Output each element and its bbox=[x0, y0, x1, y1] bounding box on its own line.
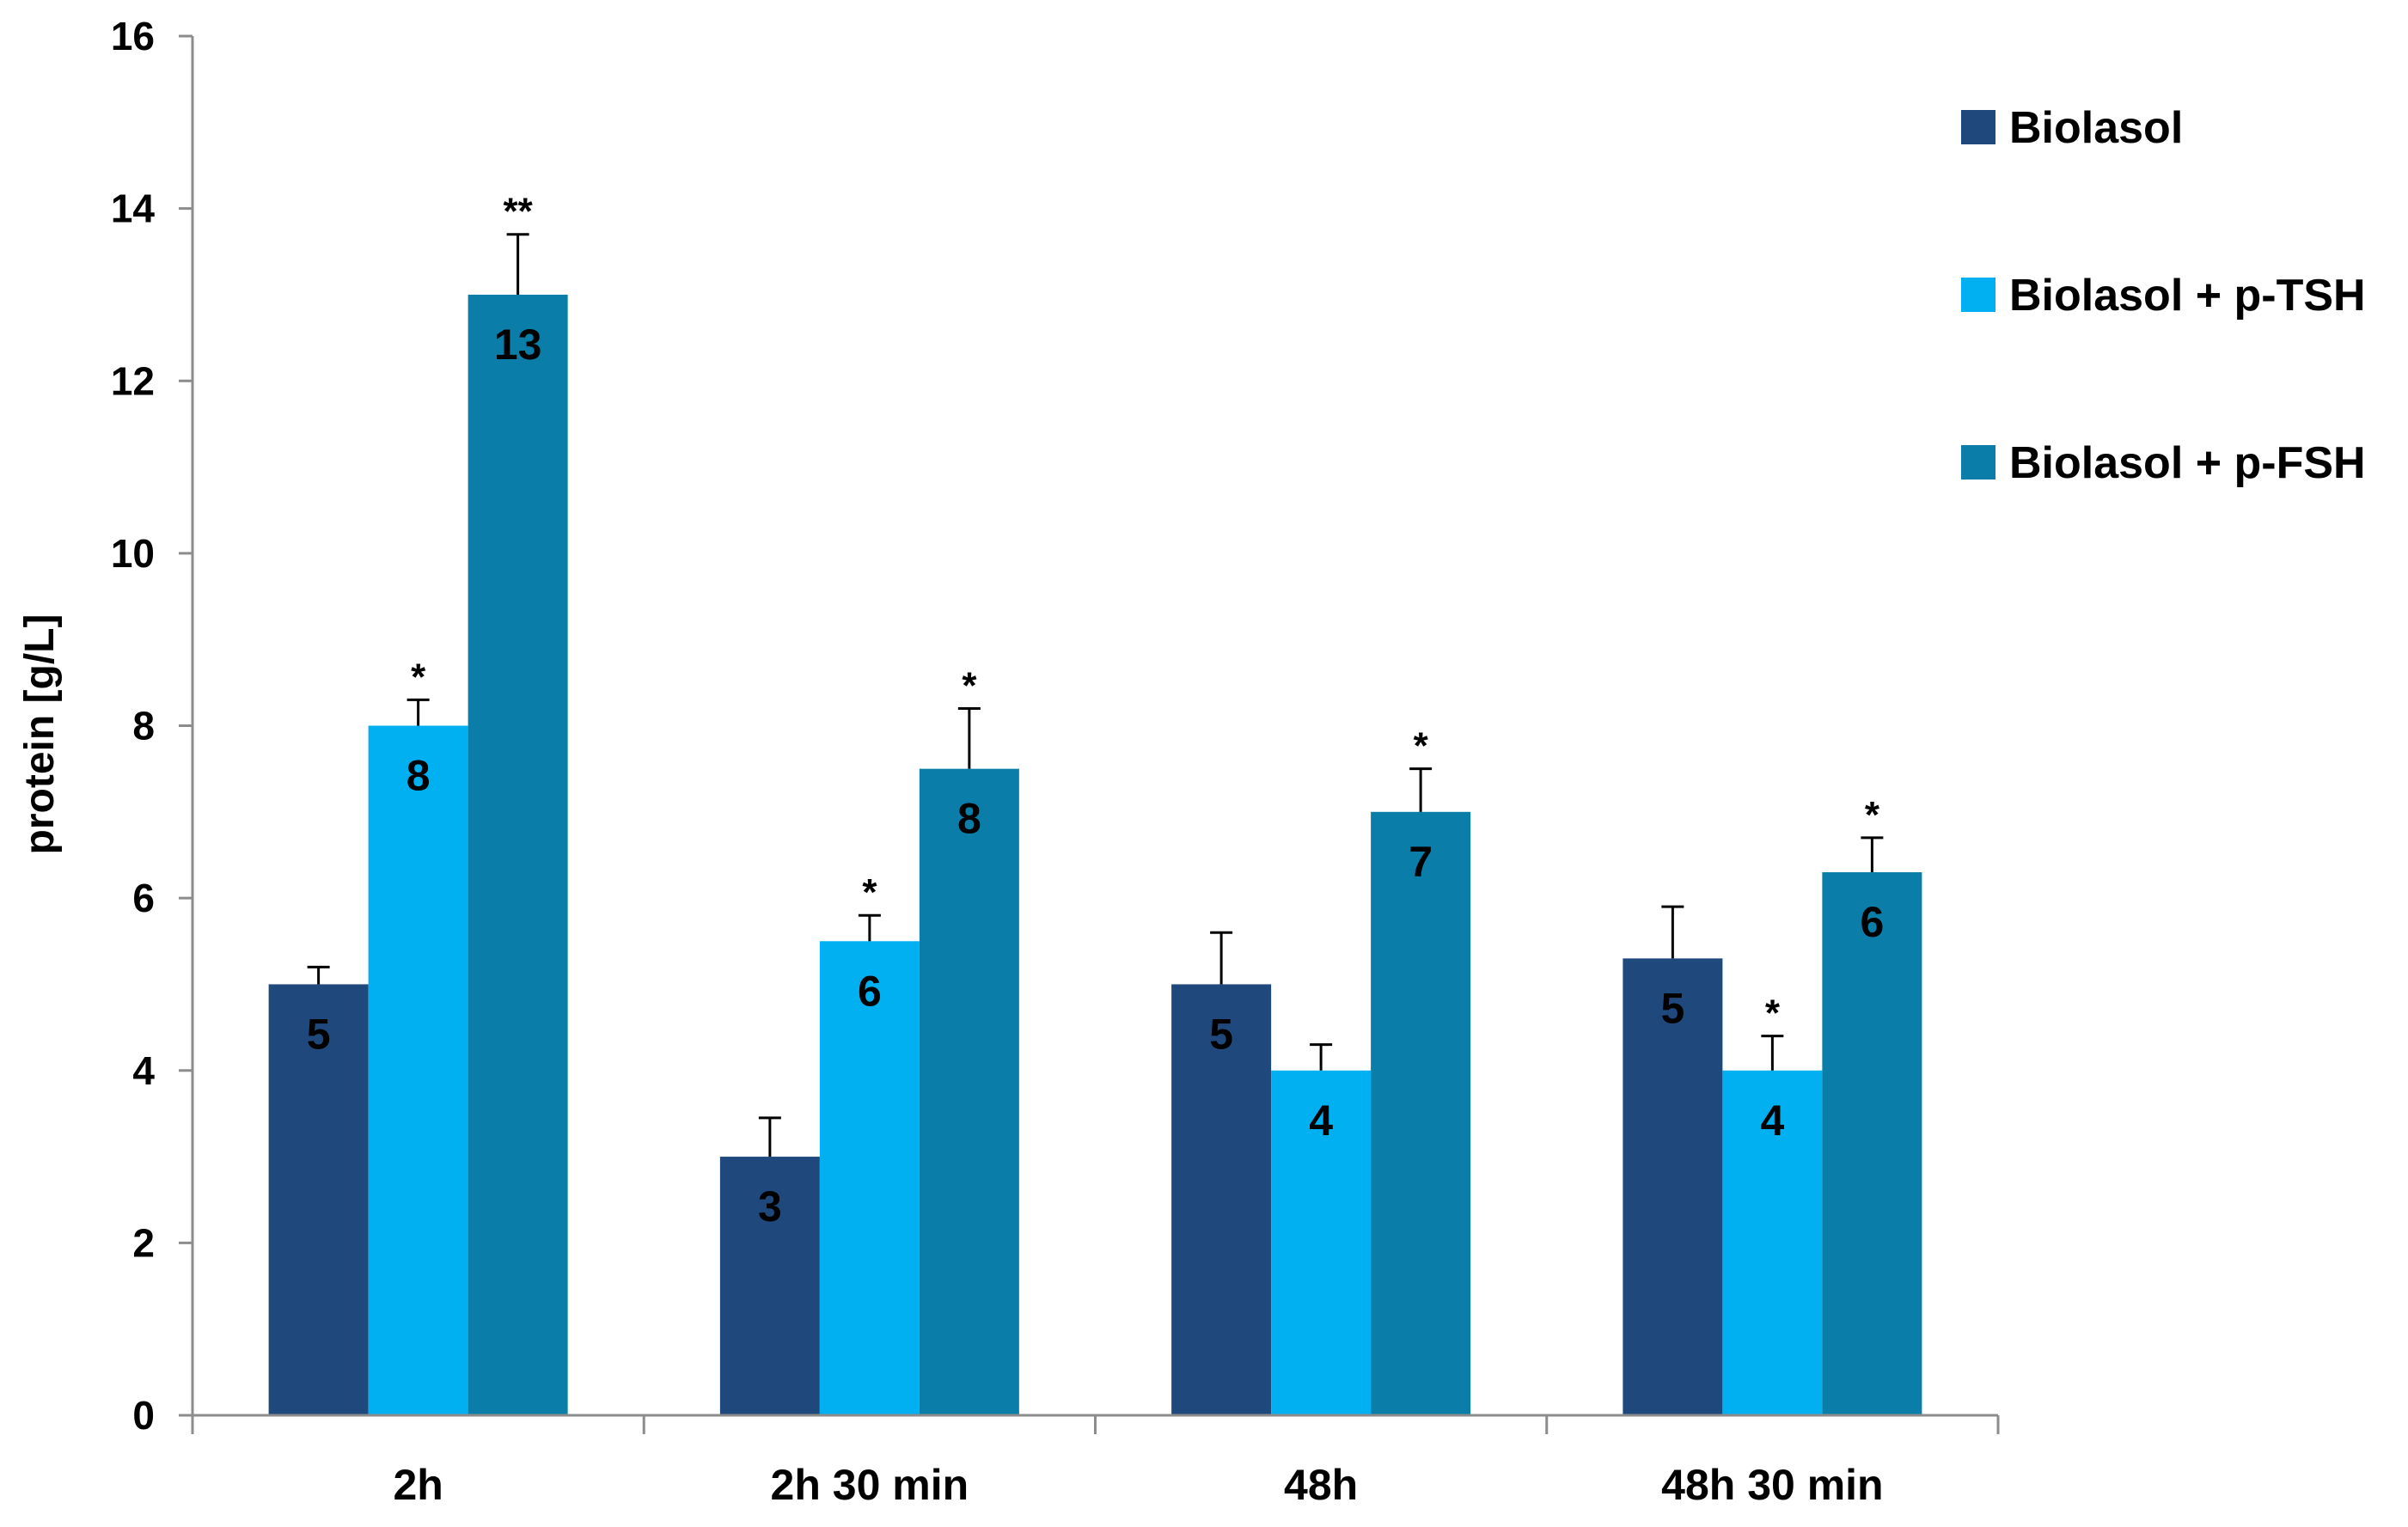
y-tick-label: 10 bbox=[111, 531, 155, 576]
error-bars-layer bbox=[307, 233, 1884, 1157]
bar bbox=[1623, 958, 1723, 1415]
data-label: 6 bbox=[858, 967, 882, 1015]
x-category-label: 48h 30 min bbox=[1661, 1461, 1883, 1509]
y-tick-label: 14 bbox=[111, 186, 156, 231]
significance-marker: * bbox=[1765, 993, 1781, 1035]
y-tick-label: 0 bbox=[132, 1393, 155, 1438]
legend-swatch bbox=[1961, 278, 1995, 312]
legend-label: Biolasol bbox=[2009, 103, 2183, 153]
bar bbox=[1171, 984, 1272, 1415]
bar bbox=[719, 1157, 820, 1415]
data-label: 3 bbox=[758, 1182, 782, 1231]
legend-swatch bbox=[1961, 445, 1995, 479]
y-tick-label: 4 bbox=[132, 1048, 155, 1093]
y-tick-label: 8 bbox=[132, 704, 155, 748]
x-category-label: 48h bbox=[1284, 1461, 1358, 1509]
legend-label: Biolasol + p-TSH bbox=[2009, 271, 2366, 321]
data-label: 8 bbox=[957, 795, 981, 843]
bar bbox=[819, 941, 920, 1415]
significance-marker: * bbox=[962, 664, 977, 706]
legend-label: Biolasol + p-FSH bbox=[2009, 438, 2366, 488]
x-category-label: 2h 30 min bbox=[771, 1461, 969, 1509]
data-label: 8 bbox=[406, 752, 431, 800]
significance-marker: * bbox=[862, 871, 877, 913]
data-label: 5 bbox=[1660, 984, 1684, 1032]
significance-marker: * bbox=[1414, 725, 1429, 767]
y-tick-label: 2 bbox=[132, 1220, 155, 1265]
significance-marker: ** bbox=[504, 191, 534, 233]
bar bbox=[1722, 1070, 1823, 1415]
data-label: 5 bbox=[1209, 1010, 1233, 1058]
bar bbox=[1371, 811, 1471, 1415]
bar bbox=[268, 984, 369, 1415]
legend: Biolasol Biolasol + p-TSH Biolasol + p-FSH bbox=[1961, 103, 2366, 488]
y-tick-label: 6 bbox=[132, 876, 155, 920]
bar bbox=[468, 294, 568, 1415]
significance-marker: * bbox=[411, 656, 426, 698]
data-label: 4 bbox=[1309, 1096, 1333, 1145]
x-category-label: 2h bbox=[393, 1461, 443, 1509]
data-label: 7 bbox=[1409, 838, 1433, 886]
bars-layer bbox=[268, 294, 1922, 1415]
labels-layer: 0 2 4 6 8 10 12 14 16 2h 2h 30 min 48h 48h 30 min 5 8 *… bbox=[111, 14, 2000, 1509]
data-label: 13 bbox=[494, 321, 542, 369]
significance-marker: * bbox=[1865, 794, 1880, 836]
data-label: 6 bbox=[1860, 898, 1884, 946]
legend-swatch bbox=[1961, 110, 1995, 144]
y-tick-label: 16 bbox=[111, 14, 155, 58]
bar bbox=[919, 768, 1019, 1415]
bar bbox=[1271, 1070, 1372, 1415]
bar bbox=[1822, 872, 1922, 1415]
data-label: 4 bbox=[1760, 1096, 1784, 1145]
bar bbox=[368, 725, 468, 1415]
y-axis-title: protein [g/L] bbox=[17, 614, 63, 855]
y-tick-label: 12 bbox=[111, 358, 155, 403]
data-label: 5 bbox=[307, 1010, 331, 1058]
